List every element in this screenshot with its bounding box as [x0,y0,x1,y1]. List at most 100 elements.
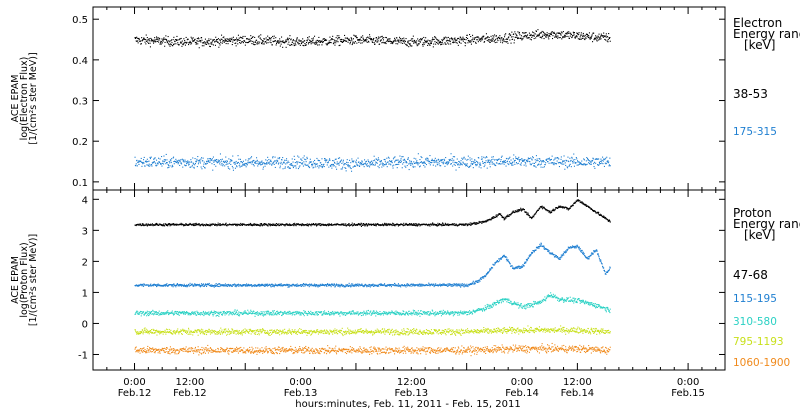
data-point [501,159,502,160]
data-point [543,32,544,33]
data-point [303,283,304,284]
data-point [394,225,395,226]
data-point [470,160,471,161]
data-point [373,38,374,39]
data-point [514,42,515,43]
data-point [332,160,333,161]
data-point [561,156,562,157]
data-point [462,37,463,38]
data-point [297,163,298,164]
data-point [398,159,399,160]
data-point [381,167,382,168]
data-point [469,42,470,43]
data-point [524,265,525,266]
data-point [378,286,379,287]
data-point [250,39,251,40]
data-point [381,36,382,37]
data-point [479,280,480,281]
data-point [463,163,464,164]
data-point [607,219,608,220]
data-point [189,164,190,165]
data-point [447,42,448,43]
data-point [410,45,411,46]
data-point [337,161,338,162]
data-point [234,284,235,285]
data-point [312,164,313,165]
data-point [551,32,552,33]
data-point [399,42,400,43]
data-point [311,43,312,44]
data-point [163,163,164,164]
data-point [505,41,506,42]
data-point [219,160,220,161]
data-point [166,224,167,225]
data-point [396,37,397,38]
data-point [400,160,401,161]
data-point [215,166,216,167]
data-point [408,284,409,285]
data-point [472,161,473,162]
data-point [537,29,538,30]
data-point [292,165,293,166]
data-point [255,42,256,43]
data-point [313,39,314,40]
data-point [293,162,294,163]
data-point [257,165,258,166]
data-point [435,37,436,38]
data-point [433,165,434,166]
y-tick-label-0-2: 0.3 [72,97,88,108]
data-point [526,211,527,212]
data-point [372,163,373,164]
data-point [156,165,157,166]
data-point [200,41,201,42]
data-point [608,162,609,163]
data-point [421,39,422,40]
data-point [361,40,362,41]
data-point [519,268,520,269]
data-point [245,45,246,46]
data-point [373,164,374,165]
data-point [410,40,411,41]
data-point [454,42,455,43]
data-point [531,254,532,255]
data-point [229,40,230,41]
data-point [434,161,435,162]
data-point [413,43,414,44]
data-point [138,42,139,43]
data-point [145,43,146,44]
data-point [218,161,219,162]
data-point [149,166,150,167]
data-point [487,40,488,41]
data-point [378,37,379,38]
data-point [299,40,300,41]
data-point [266,164,267,165]
data-point [485,162,486,163]
data-point [322,166,323,167]
data-point [366,223,367,224]
data-point [352,284,353,285]
data-point [459,42,460,43]
data-point [342,167,343,168]
data-point [462,164,463,165]
data-point [473,163,474,164]
data-point [159,162,160,163]
data-point [595,211,596,212]
data-point [369,166,370,167]
data-point [141,285,142,286]
data-point [605,40,606,41]
data-point [279,38,280,39]
data-point [397,164,398,165]
data-point [570,164,571,165]
data-point [379,164,380,165]
data-point [201,157,202,158]
data-point [442,224,443,225]
data-point [171,42,172,43]
data-point [228,168,229,169]
data-point [493,39,494,40]
data-point [168,40,169,41]
data-point [205,42,206,43]
data-point [366,161,367,162]
data-point [428,159,429,160]
data-point [533,35,534,36]
data-point [235,168,236,169]
